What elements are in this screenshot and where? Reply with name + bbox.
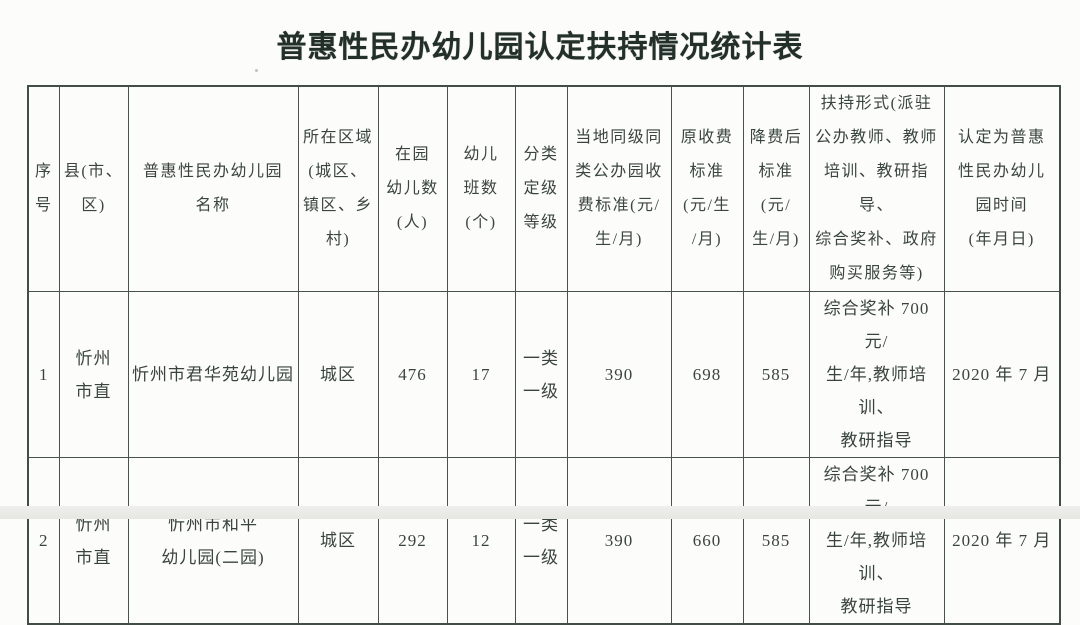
cell-county: 忻州 市直 <box>58 457 129 625</box>
cell-county: 忻州 市直 <box>58 291 129 458</box>
col-header-county: 县(市、 区) <box>58 85 129 292</box>
scan-speck-artifact <box>255 69 258 72</box>
col-header-original-fee: 原收费 标准 (元/生 /月) <box>670 85 744 292</box>
statistics-table: 序 号 县(市、 区) 普惠性民办幼儿园 名称 所在区域 (城区、 镇区、乡 村… <box>27 85 1061 625</box>
col-header-region: 所在区域 (城区、 镇区、乡 村) <box>297 85 379 292</box>
statistics-table-container: 序 号 县(市、 区) 普惠性民办幼儿园 名称 所在区域 (城区、 镇区、乡 村… <box>27 85 1061 625</box>
cell-public-fee: 390 <box>566 291 672 458</box>
col-header-classes: 幼儿 班数 (个) <box>446 85 516 292</box>
table-row: 2 忻州 市直 忻州市和平 幼儿园(二园) 城区 292 12 一类 一级 39… <box>27 457 1061 625</box>
col-header-grade: 分类 定级 等级 <box>514 85 568 292</box>
cell-grade: 一类 一级 <box>514 457 568 625</box>
page-title: 普惠性民办幼儿园认定扶持情况统计表 <box>276 31 804 64</box>
cell-children: 476 <box>377 291 448 458</box>
cell-classes: 17 <box>446 291 516 458</box>
cell-region: 城区 <box>297 291 379 458</box>
cell-reduced-fee: 585 <box>742 291 810 458</box>
table-row: 1 忻州 市直 忻州市君华苑幼儿园 城区 476 17 一类 一级 390 69… <box>27 291 1061 458</box>
cell-reduced-fee: 585 <box>742 457 810 625</box>
col-header-date: 认定为普惠 性民办幼儿 园时间 (年月日) <box>943 85 1061 292</box>
table-header-row: 序 号 县(市、 区) 普惠性民办幼儿园 名称 所在区域 (城区、 镇区、乡 村… <box>27 85 1061 292</box>
cell-date: 2020 年 7 月 <box>943 457 1061 625</box>
cell-children: 292 <box>377 457 448 625</box>
col-header-name: 普惠性民办幼儿园 名称 <box>127 85 299 292</box>
cell-seq: 1 <box>27 291 60 458</box>
cell-support: 综合奖补 700 元/ 生/年,教师培训、 教研指导 <box>808 291 945 458</box>
cell-region: 城区 <box>297 457 379 625</box>
cell-original-fee: 698 <box>670 291 744 458</box>
cell-classes: 12 <box>446 457 516 625</box>
cell-public-fee: 390 <box>566 457 672 625</box>
col-header-seq: 序 号 <box>27 85 60 292</box>
col-header-reduced-fee: 降费后 标准 (元/ 生/月) <box>742 85 810 292</box>
scanner-shadow-band <box>0 506 1080 519</box>
col-header-public-fee: 当地同级同 类公办园收 费标准(元/ 生/月) <box>566 85 672 292</box>
cell-seq: 2 <box>27 457 60 625</box>
cell-date: 2020 年 7 月 <box>943 291 1061 458</box>
col-header-children: 在园 幼儿数 (人) <box>377 85 448 292</box>
cell-name: 忻州市君华苑幼儿园 <box>127 291 299 458</box>
cell-grade: 一类 一级 <box>514 291 568 458</box>
cell-support: 综合奖补 700 元/ 生/年,教师培训、 教研指导 <box>808 457 945 625</box>
cell-name: 忻州市和平 幼儿园(二园) <box>127 457 299 625</box>
col-header-support: 扶持形式(派驻 公办教师、教师 培训、教研指导、 综合奖补、政府 购买服务等) <box>808 85 945 292</box>
cell-original-fee: 660 <box>670 457 744 625</box>
